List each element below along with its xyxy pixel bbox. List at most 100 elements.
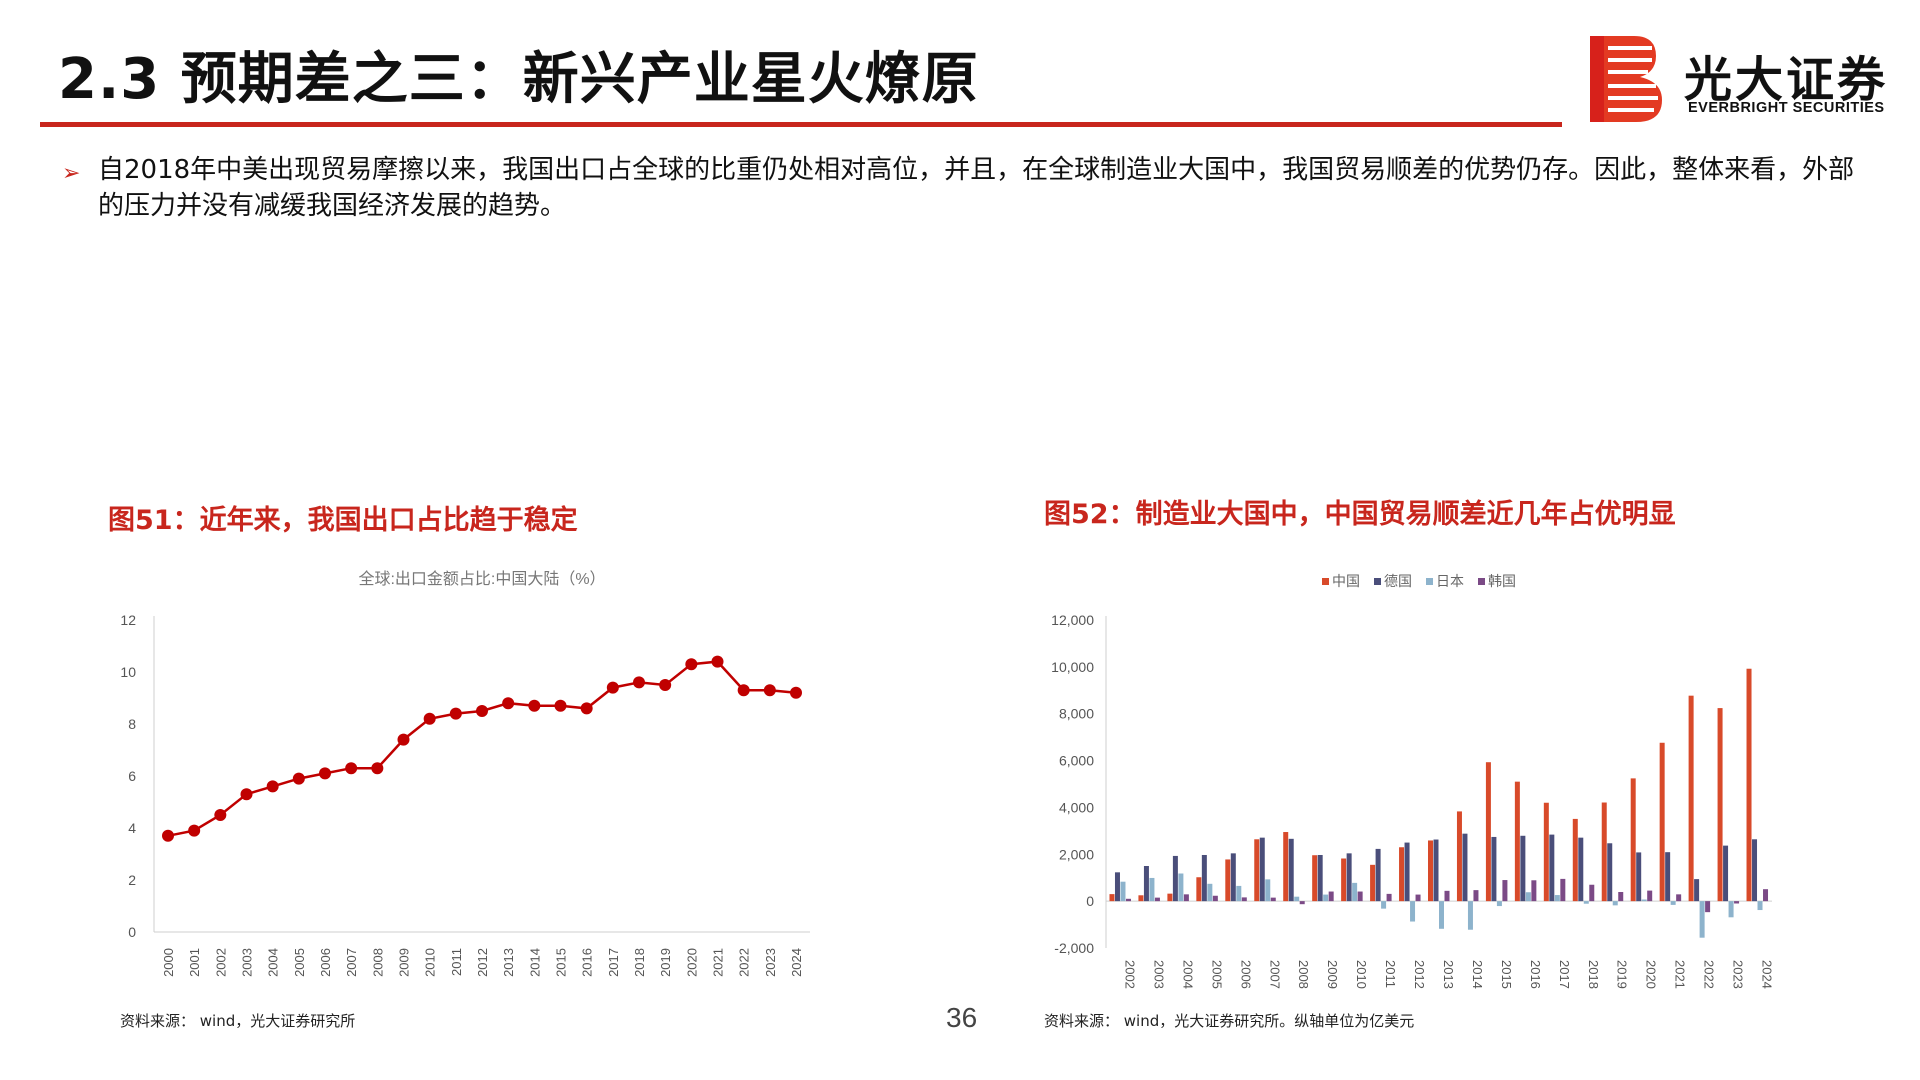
bar (1531, 880, 1537, 902)
data-point (528, 699, 541, 712)
bar (1491, 836, 1497, 902)
bar (1699, 901, 1705, 938)
bar (1299, 901, 1305, 905)
y-tick-label: 6,000 (1059, 753, 1094, 769)
bar (1433, 839, 1439, 902)
bar (1109, 894, 1115, 902)
y-tick-label: -2,000 (1054, 940, 1094, 956)
data-point (633, 676, 645, 689)
bar (1525, 892, 1531, 902)
bar (1172, 855, 1178, 902)
bar (1612, 901, 1618, 906)
bar (1520, 835, 1526, 902)
x-tick-label: 2024 (1760, 960, 1775, 989)
bar (1254, 839, 1260, 902)
bar (1665, 852, 1671, 902)
data-point (240, 788, 253, 801)
x-tick-label: 2001 (187, 948, 202, 977)
page-number: 36 (946, 1002, 978, 1033)
x-tick-label: 2012 (475, 948, 490, 977)
bar (1688, 695, 1694, 902)
bar (1746, 668, 1752, 902)
bar (1381, 901, 1387, 909)
data-point (423, 712, 436, 725)
bar (1270, 897, 1276, 902)
legend-label: 日本 (1436, 573, 1464, 589)
data-point (292, 772, 305, 785)
x-tick-label: 2003 (240, 948, 255, 977)
bar (1462, 833, 1468, 902)
x-tick-label: 2007 (1267, 960, 1282, 989)
bar (1154, 897, 1160, 902)
x-tick-label: 2008 (370, 948, 385, 977)
x-tick-label: 2010 (1354, 960, 1369, 989)
bar (1259, 837, 1265, 902)
bar (1728, 901, 1734, 918)
bar (1467, 901, 1473, 930)
bar (1149, 877, 1155, 902)
x-tick-label: 2008 (1296, 960, 1311, 989)
bar (1444, 890, 1450, 902)
bar (1167, 893, 1173, 902)
bar (1589, 884, 1595, 902)
data-point (214, 809, 227, 821)
data-point (554, 699, 567, 712)
x-tick-label: 2006 (318, 948, 333, 977)
x-tick-label: 2021 (1673, 960, 1688, 989)
bar (1723, 845, 1729, 902)
bar (1757, 901, 1763, 911)
x-tick-label: 2011 (1383, 960, 1398, 988)
bar (1473, 890, 1479, 902)
bar (1763, 889, 1769, 902)
bar (1676, 894, 1682, 902)
data-point (266, 780, 279, 793)
legend-swatch (1478, 578, 1485, 585)
data-point (737, 684, 750, 697)
data-point (711, 655, 724, 668)
y-tick-label: 2,000 (1059, 846, 1094, 862)
arrow-right-icon: ➢ (62, 161, 81, 186)
y-tick-label: 10 (120, 664, 136, 680)
bar (1601, 802, 1607, 902)
data-point (397, 733, 410, 746)
x-tick-label: 2020 (684, 948, 699, 977)
bar (1236, 885, 1242, 902)
data-point (371, 762, 384, 775)
bar (1410, 901, 1416, 922)
page-title: 2.3 预期差之三：新兴产业星火燎原 (58, 47, 979, 112)
export-share-line-chart: 全球:出口金额占比:中国大陆（%） 0 2 4 6 8 10 12 2000 2001 2002 20… (120, 570, 810, 977)
data-point (580, 702, 593, 715)
legend-label: 韩国 (1488, 573, 1516, 589)
bullet-paragraph: ➢ 自2018年中美出现贸易摩擦以来，我国出口占全球的比重仍处相对高位，并且，在… (62, 152, 1872, 224)
bar (1225, 859, 1231, 902)
chart-title: 全球:出口金额占比:中国大陆（%） (358, 570, 605, 588)
x-tick-label: 2017 (1557, 960, 1572, 989)
bar (1641, 899, 1647, 902)
y-tick-label: 10,000 (1051, 659, 1094, 675)
bar (1143, 866, 1149, 902)
data-point (319, 767, 331, 780)
bar (1357, 891, 1363, 902)
x-tick-label: 2015 (554, 948, 569, 977)
y-tick-label: 4,000 (1059, 799, 1094, 815)
x-tick-label: 2004 (266, 948, 281, 977)
data-point (659, 679, 672, 691)
y-tick-label: 2 (128, 872, 136, 888)
figure51-source: 资料来源： wind，光大证券研究所 (120, 1012, 356, 1030)
legend-label: 中国 (1332, 573, 1360, 589)
everbright-logo-icon (1590, 36, 1662, 122)
bar (1341, 858, 1347, 902)
bar (1386, 893, 1392, 902)
trade-surplus-bar-chart: 中国 德国 日本 韩国 -2,000 0 2,000 4,000 6,000 8,000 10,00… (1051, 573, 1775, 989)
bar (1607, 843, 1613, 902)
bar (1514, 781, 1520, 902)
bar (1230, 853, 1236, 902)
bar (1485, 762, 1491, 902)
x-tick-label: 2019 (1615, 960, 1630, 989)
bar (1265, 879, 1271, 902)
figure51-title: 图51：近年来，我国出口占比趋于稳定 (108, 505, 578, 536)
bar (1618, 892, 1624, 902)
bar (1415, 894, 1421, 902)
x-tick-label: 2014 (1470, 960, 1485, 989)
legend-swatch (1374, 578, 1381, 585)
